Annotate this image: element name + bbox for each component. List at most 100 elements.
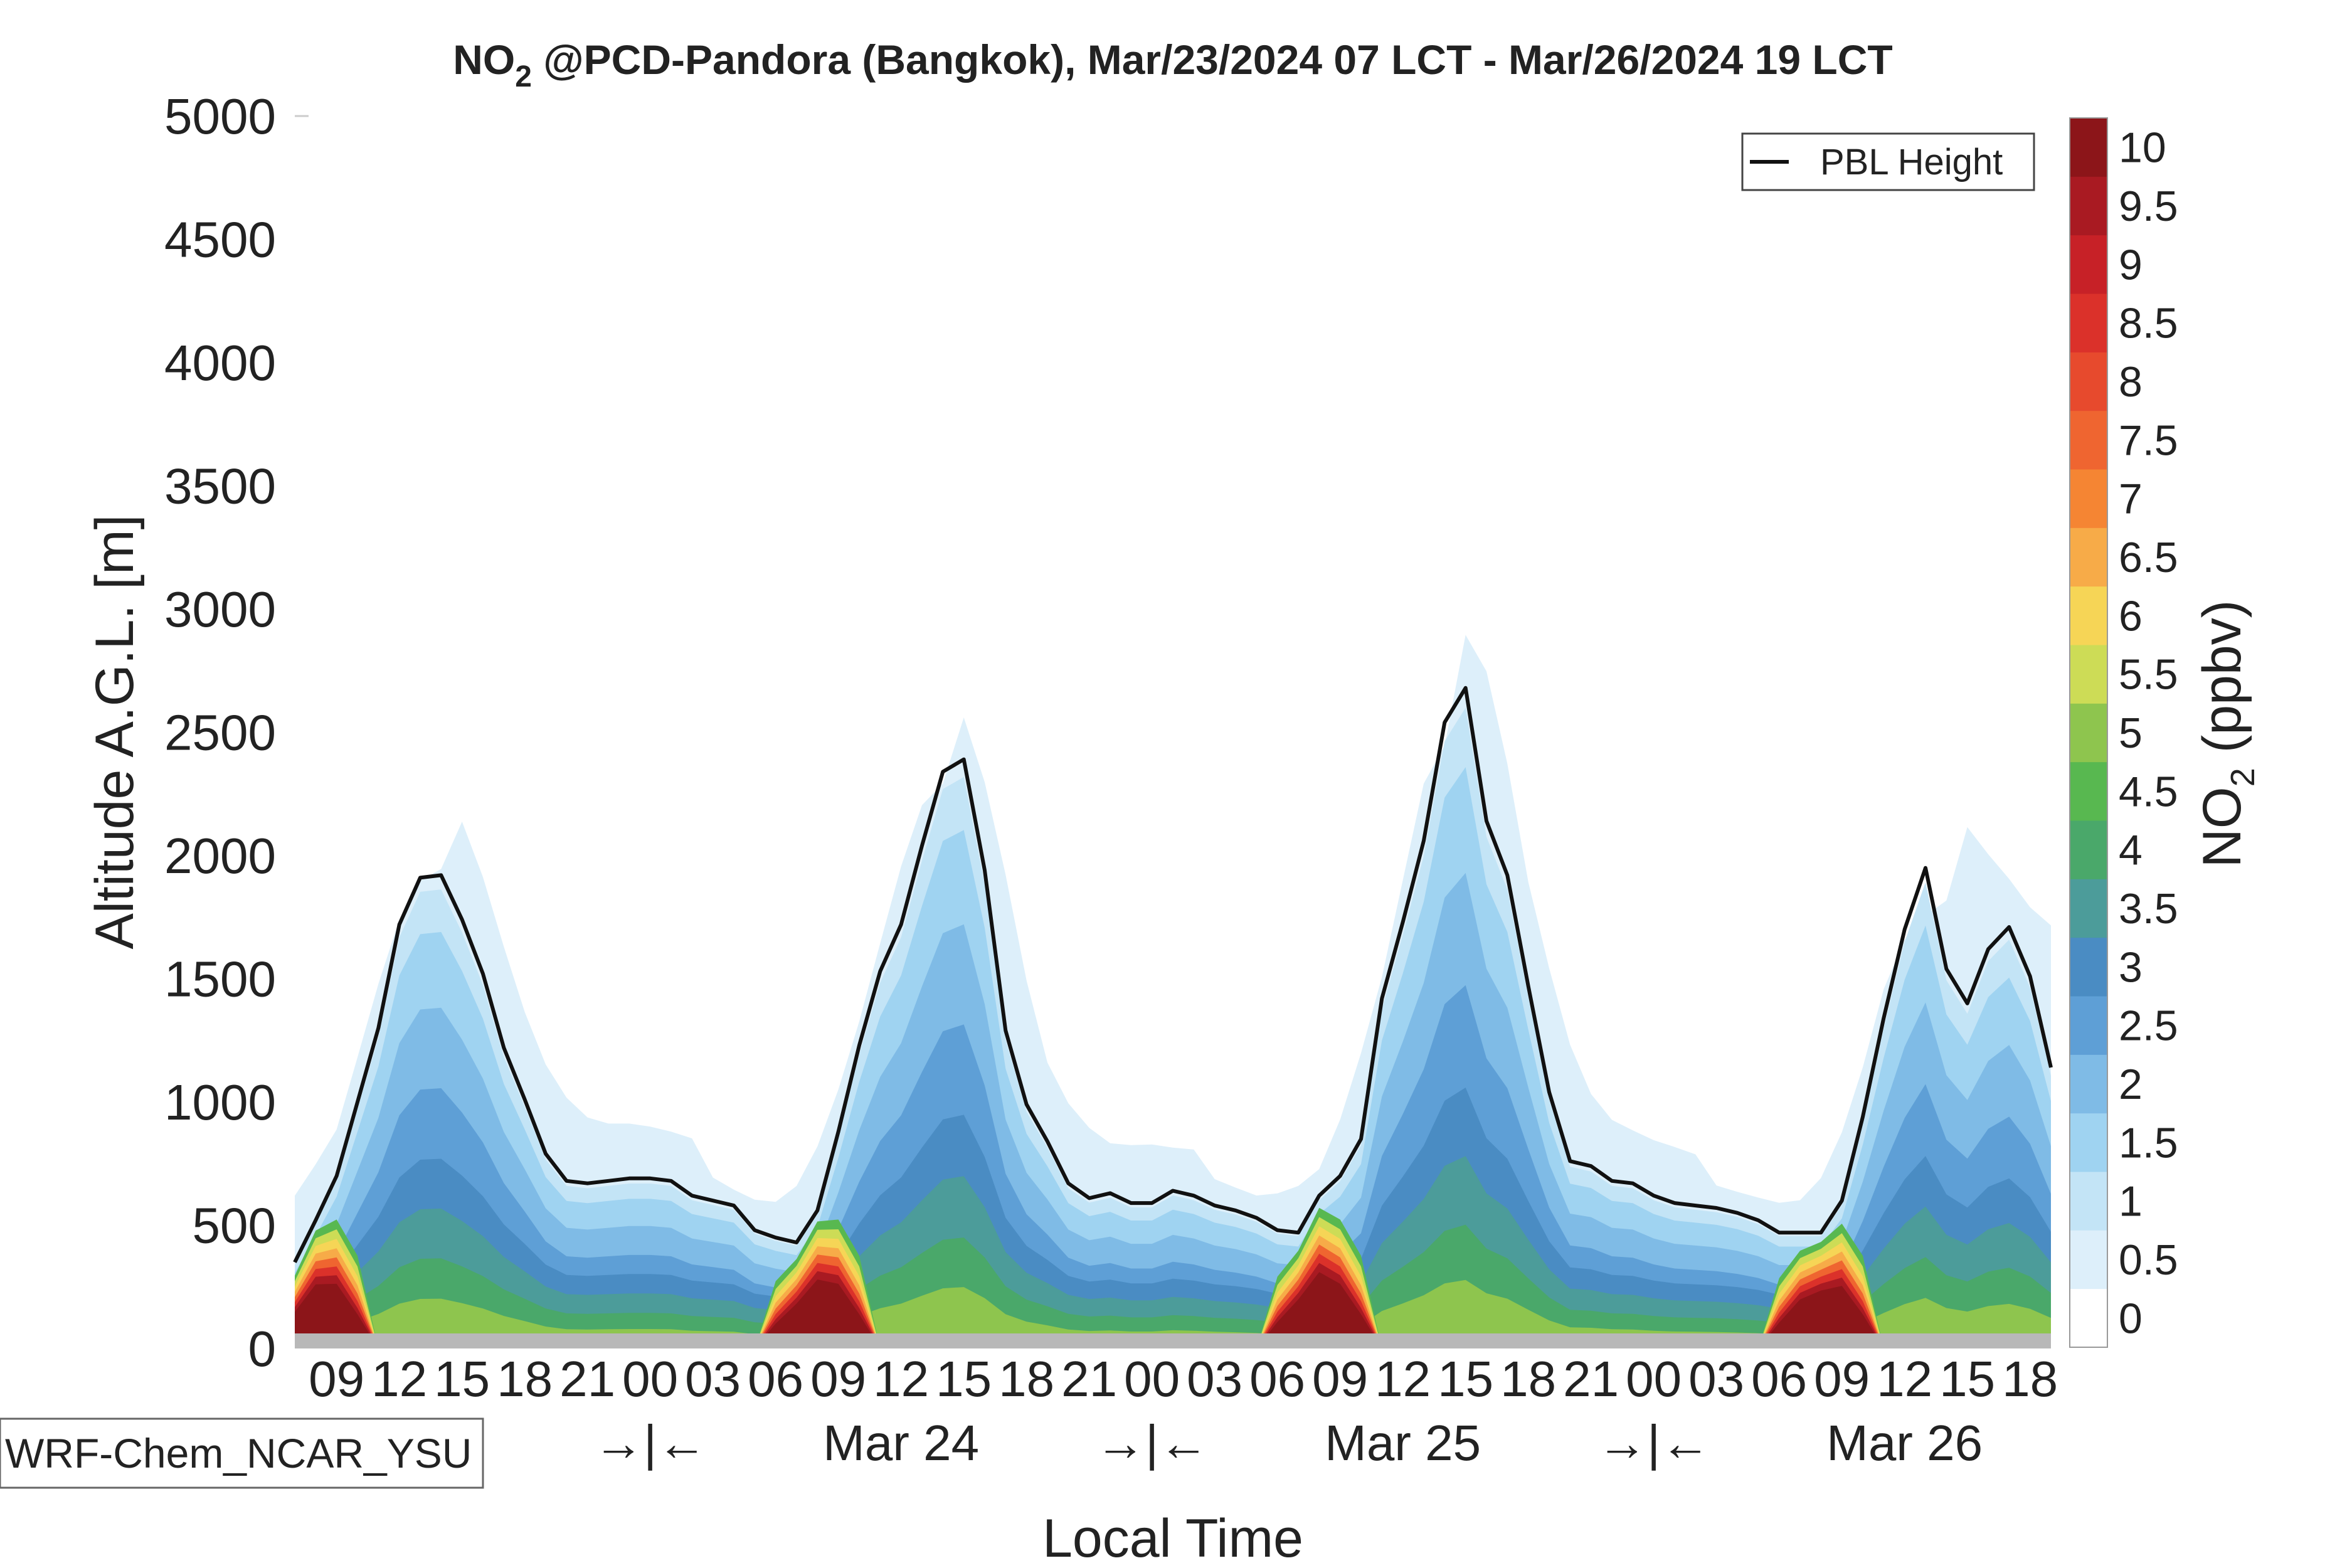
y-tick-label: 5000	[164, 88, 276, 144]
y-tick-label: 1000	[164, 1074, 276, 1130]
x-tick-label: 15	[1939, 1351, 1995, 1407]
colorbar-label-no: NO	[2192, 787, 2252, 867]
x-tick-label: 12	[371, 1351, 427, 1407]
colorbar-tick-label: 2.5	[2119, 1002, 2178, 1050]
y-axis-ticks: 0 500 1000 1500 2000 2500 3000 3500 4000 4500 5000	[164, 88, 276, 1377]
x-day-label: →|←	[593, 1415, 707, 1471]
colorbar-swatch	[2070, 1172, 2107, 1231]
x-tick-label: 00	[622, 1351, 678, 1407]
colorbar-tick-label: 5	[2119, 709, 2143, 757]
colorbar-swatch	[2070, 1289, 2107, 1348]
colorbar-swatch	[2070, 645, 2107, 704]
colorbar-swatch	[2070, 586, 2107, 645]
ground-strip	[295, 1333, 2051, 1348]
colorbar-tick-label: 4.5	[2119, 768, 2178, 815]
no2-curtain-chart: NO2 @PCD-Pandora (Bangkok), Mar/23/2024 …	[0, 0, 2352, 1568]
x-tick-label: 06	[1249, 1351, 1305, 1407]
colorbar-tick-label: 9	[2119, 241, 2143, 289]
title-no: NO	[453, 36, 515, 83]
y-axis-label: Altitude A.G.L. [m]	[85, 514, 145, 949]
x-tick-label: 15	[434, 1351, 490, 1407]
x-day-label: Mar 24	[823, 1415, 979, 1471]
model-label-text: WRF-Chem_NCAR_YSU	[5, 1430, 472, 1476]
colorbar-swatch	[2070, 879, 2107, 938]
plot-area	[295, 116, 2051, 1348]
y-tick-label: 4500	[164, 212, 276, 268]
y-tick-label: 2500	[164, 705, 276, 761]
colorbar-ticks: 0 0.5 1 1.5 2 2.5 3 3.5 4 4.5 5 5.5 6 6.5 7 7.5 8 8.5 9 9.5…	[2119, 124, 2178, 1343]
colorbar-swatch	[2070, 820, 2107, 879]
x-day-label: →|←	[1095, 1415, 1209, 1471]
x-tick-label: 00	[1626, 1351, 1682, 1407]
colorbar-swatch	[2070, 938, 2107, 997]
colorbar-swatch	[2070, 703, 2107, 762]
colorbar-swatch	[2070, 1230, 2107, 1289]
colorbar-tick-label: 8	[2119, 358, 2143, 406]
x-tick-label: 15	[936, 1351, 992, 1407]
colorbar-swatch	[2070, 294, 2107, 352]
colorbar-tick-label: 7.5	[2119, 416, 2178, 464]
legend-label-pbl: PBL Height	[1820, 142, 2003, 183]
x-tick-label: 21	[559, 1351, 615, 1407]
colorbar-tick-label: 10	[2119, 124, 2166, 172]
colorbar	[2070, 118, 2107, 1348]
colorbar-tick-label: 3	[2119, 943, 2143, 991]
x-day-label: Mar 26	[1826, 1415, 1983, 1471]
colorbar-swatch	[2070, 1054, 2107, 1113]
colorbar-tick-label: 3.5	[2119, 885, 2178, 933]
x-tick-label: 09	[1312, 1351, 1368, 1407]
y-tick-label: 500	[193, 1198, 276, 1254]
x-tick-label: 15	[1438, 1351, 1493, 1407]
colorbar-swatch	[2070, 527, 2107, 586]
x-tick-label: 18	[999, 1351, 1054, 1407]
x-tick-label: 09	[1814, 1351, 1870, 1407]
colorbar-swatch	[2070, 996, 2107, 1055]
y-tick-label: 4000	[164, 335, 276, 391]
colorbar-tick-label: 6	[2119, 592, 2143, 640]
x-tick-label: 06	[1751, 1351, 1807, 1407]
x-tick-label: 09	[309, 1351, 364, 1407]
x-tick-label: 21	[1563, 1351, 1619, 1407]
x-tick-label: 00	[1124, 1351, 1180, 1407]
x-tick-label: 12	[1877, 1351, 1932, 1407]
colorbar-swatch	[2070, 411, 2107, 470]
x-day-label: →|←	[1597, 1415, 1710, 1471]
colorbar-tick-label: 0	[2119, 1295, 2143, 1342]
colorbar-swatch	[2070, 176, 2107, 235]
colorbar-label-units: (ppbv)	[2192, 600, 2252, 768]
colorbar-tick-label: 6.5	[2119, 534, 2178, 581]
x-tick-label: 03	[1187, 1351, 1242, 1407]
title-rest: @PCD-Pandora (Bangkok), Mar/23/2024 07 L…	[532, 36, 1893, 83]
y-tick-label: 1500	[164, 951, 276, 1007]
x-tick-label: 12	[1375, 1351, 1431, 1407]
x-axis-label: Local Time	[1042, 1508, 1303, 1568]
colorbar-label-subscript: 2	[2224, 768, 2262, 787]
colorbar-swatch	[2070, 762, 2107, 821]
colorbar-tick-label: 4	[2119, 827, 2143, 874]
x-axis-ticks: 09 12 15 18 21 00 03 06 09 12 15 18 21 00 03 06 09 12 15 18…	[309, 1351, 2058, 1407]
colorbar-tick-label: 1.5	[2119, 1119, 2178, 1167]
colorbar-swatch	[2070, 1113, 2107, 1172]
x-tick-label: 21	[1061, 1351, 1117, 1407]
title-subscript: 2	[515, 60, 532, 93]
colorbar-tick-label: 8.5	[2119, 300, 2178, 347]
colorbar-tick-label: 5.5	[2119, 651, 2178, 699]
legend: PBL Height	[1742, 134, 2034, 190]
colorbar-label: NO2 (ppbv)	[2192, 600, 2262, 868]
x-tick-label: 18	[497, 1351, 553, 1407]
x-axis-day-labels: →|← Mar 24 →|← Mar 25 →|← Mar 26	[593, 1415, 1983, 1471]
x-day-label: Mar 25	[1325, 1415, 1481, 1471]
colorbar-tick-label: 7	[2119, 475, 2143, 523]
colorbar-swatch	[2070, 235, 2107, 294]
colorbar-tick-label: 9.5	[2119, 183, 2178, 230]
colorbar-tick-label: 0.5	[2119, 1236, 2178, 1284]
x-tick-label: 03	[685, 1351, 741, 1407]
colorbar-swatch	[2070, 118, 2107, 177]
colorbar-tick-label: 2	[2119, 1061, 2143, 1108]
x-tick-label: 09	[810, 1351, 866, 1407]
x-tick-label: 18	[2002, 1351, 2058, 1407]
x-tick-label: 18	[1500, 1351, 1556, 1407]
colorbar-swatch	[2070, 469, 2107, 528]
x-tick-label: 12	[873, 1351, 929, 1407]
y-tick-label: 3000	[164, 581, 276, 637]
